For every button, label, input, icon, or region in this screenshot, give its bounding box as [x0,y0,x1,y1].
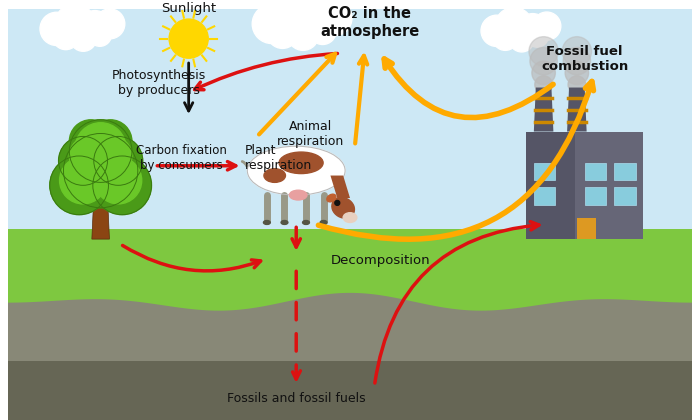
Circle shape [94,157,141,204]
Circle shape [564,47,591,75]
Ellipse shape [247,146,345,195]
Circle shape [298,3,336,42]
Ellipse shape [327,194,336,202]
Polygon shape [8,293,692,420]
Circle shape [252,5,291,44]
Polygon shape [534,87,554,131]
Ellipse shape [289,190,307,200]
Circle shape [288,19,318,50]
Circle shape [267,17,298,48]
Polygon shape [614,163,636,181]
Text: CO₂ in the
atmosphere: CO₂ in the atmosphere [320,6,419,39]
Ellipse shape [343,213,357,223]
Circle shape [532,61,555,84]
Circle shape [89,120,132,163]
Circle shape [93,136,132,176]
Circle shape [70,25,97,51]
Text: Sunlight: Sunlight [161,2,216,15]
Polygon shape [534,163,555,181]
Circle shape [71,136,130,195]
Polygon shape [534,187,555,205]
Polygon shape [8,229,692,420]
Circle shape [529,37,559,66]
Polygon shape [8,9,692,420]
Ellipse shape [263,220,270,224]
Polygon shape [330,176,350,198]
Polygon shape [577,218,596,239]
Circle shape [93,156,151,215]
Circle shape [509,27,534,52]
Circle shape [517,13,548,45]
Text: Plant
respiration: Plant respiration [244,144,312,172]
Circle shape [309,17,336,45]
Text: Fossil fuel
combustion: Fossil fuel combustion [541,45,629,73]
Circle shape [64,134,138,208]
Circle shape [95,9,125,39]
Circle shape [78,10,111,44]
Polygon shape [526,131,643,239]
Ellipse shape [332,197,354,218]
Text: Decomposition: Decomposition [330,254,430,267]
Ellipse shape [264,169,286,182]
Circle shape [88,23,111,46]
Circle shape [535,76,552,93]
Circle shape [52,23,79,50]
Polygon shape [584,163,606,181]
Circle shape [481,15,512,47]
Circle shape [55,4,95,44]
Circle shape [60,157,106,204]
Polygon shape [8,361,692,420]
Circle shape [69,136,108,176]
Ellipse shape [281,220,288,224]
Circle shape [526,25,548,47]
Circle shape [169,19,208,58]
Circle shape [69,120,132,182]
Text: Fossils and fossil fuels: Fossils and fossil fuels [227,392,365,405]
Circle shape [317,0,352,36]
Polygon shape [526,131,575,239]
Circle shape [335,200,339,205]
Circle shape [50,156,108,215]
Circle shape [59,136,108,185]
Circle shape [562,37,592,66]
Polygon shape [584,187,606,205]
Circle shape [40,12,74,45]
Circle shape [495,7,533,45]
Circle shape [493,25,518,50]
Circle shape [533,12,561,40]
Text: Photosynthesis
by producers: Photosynthesis by producers [112,68,206,97]
Ellipse shape [279,152,323,173]
Text: Carbon fixation
by consumers: Carbon fixation by consumers [136,144,228,172]
Circle shape [75,123,126,173]
Circle shape [568,76,586,93]
Polygon shape [92,176,109,239]
Polygon shape [567,87,587,131]
Circle shape [565,61,589,84]
Ellipse shape [320,220,327,224]
Text: Animal
respiration: Animal respiration [277,120,344,148]
Circle shape [94,136,143,185]
Ellipse shape [302,220,309,224]
Polygon shape [614,187,636,205]
Circle shape [530,47,557,75]
Circle shape [69,120,113,163]
Circle shape [270,0,317,42]
